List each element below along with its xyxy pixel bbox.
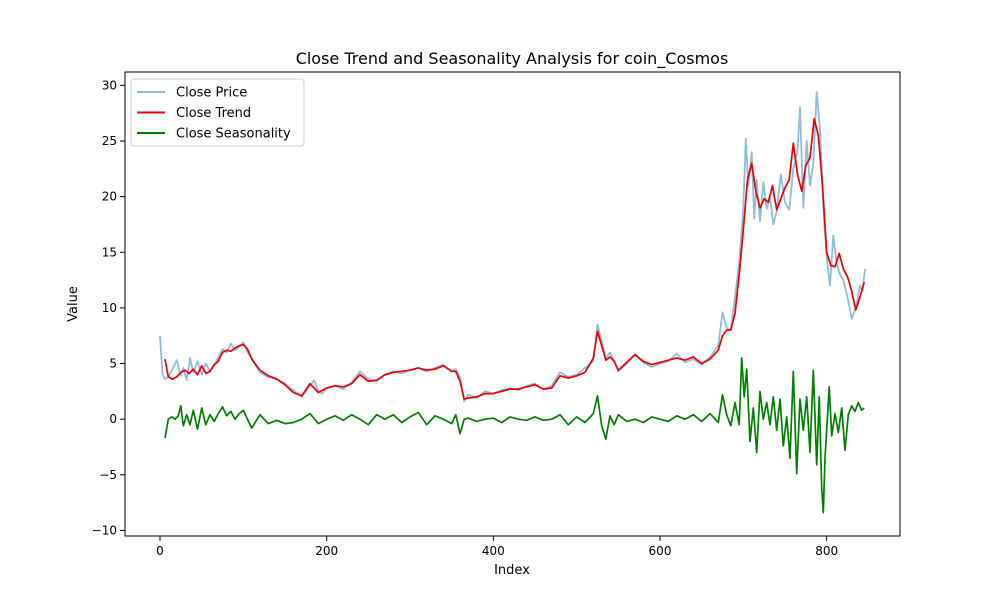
- series-layer: [159, 91, 866, 514]
- x-tick-label: 600: [649, 544, 672, 558]
- y-tick-label: 0: [109, 412, 117, 426]
- y-tick-label: 25: [102, 134, 117, 148]
- x-tick-label: 200: [315, 544, 338, 558]
- legend-label-close-seasonality: Close Seasonality: [176, 127, 291, 142]
- legend-label-close-price: Close Price: [176, 86, 247, 101]
- y-tick-label: −10: [92, 523, 117, 537]
- series-line-close-trend: [164, 117, 866, 400]
- legend-box: [130, 78, 305, 147]
- chart-title: Close Trend and Seasonality Analysis for…: [296, 49, 729, 69]
- x-tick-label: 0: [156, 544, 164, 558]
- y-tick-label: 15: [102, 245, 117, 259]
- y-tick-label: 20: [102, 190, 117, 204]
- axes-layer: 0 200 400 600 800 −10 −5 0 5 10 15 20 25 30: [92, 78, 838, 558]
- y-tick-label: −5: [99, 468, 117, 482]
- series-line-close-seasonality: [164, 357, 865, 514]
- plot-frame: [124, 71, 901, 537]
- legend: Close Price Close Trend Close Seasonality: [130, 78, 305, 147]
- series-line-close-price: [159, 91, 866, 403]
- y-tick-label: 5: [109, 357, 117, 371]
- x-tick-label: 400: [482, 544, 505, 558]
- x-axis-label: Index: [494, 563, 530, 578]
- y-tick-label: 30: [102, 78, 117, 92]
- x-tick-label: 800: [815, 544, 838, 558]
- legend-label-close-trend: Close Trend: [176, 106, 251, 121]
- y-tick-label: 10: [102, 301, 117, 315]
- y-axis-label: Value: [66, 286, 81, 322]
